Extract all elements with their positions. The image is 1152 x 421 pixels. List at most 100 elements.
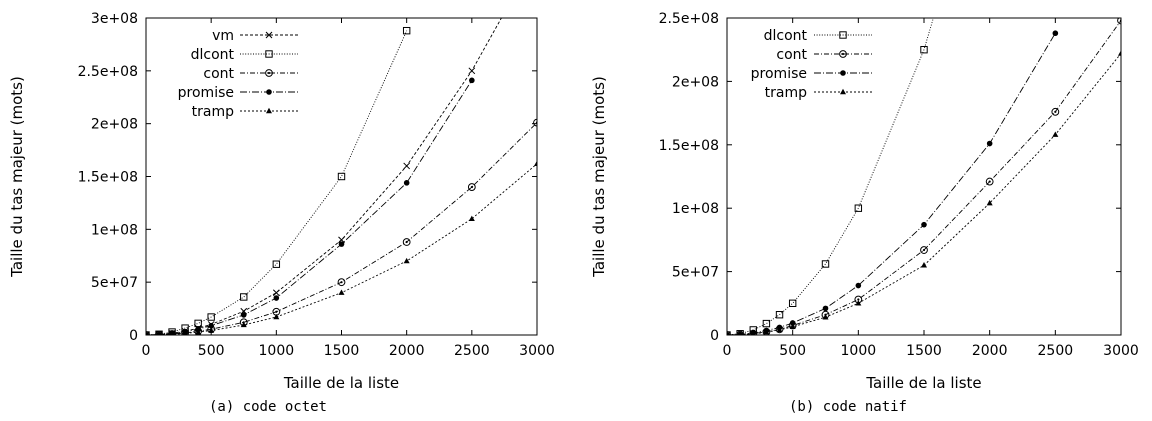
y-tick-label: 0 (710, 328, 719, 344)
data-point-tramp (855, 300, 862, 306)
data-point-tramp (986, 199, 993, 206)
data-point-tramp (182, 330, 188, 335)
y-tick-label: 2e+08 (91, 117, 138, 133)
data-point-vm (468, 67, 476, 75)
x-tick-label: 0 (142, 343, 151, 359)
plot-area (727, 18, 1121, 335)
legend-label-tramp: tramp (192, 104, 234, 120)
legend-marker-dlcont (839, 31, 847, 39)
data-point-dlcont (337, 172, 346, 181)
data-point-promise (822, 305, 829, 312)
x-axis-label: Taille de la liste (283, 374, 399, 392)
data-point-dlcont (854, 204, 863, 212)
data-point-vm (146, 331, 150, 335)
data-point-promise (986, 140, 993, 147)
legend-label-dlcont: dlcont (764, 28, 808, 44)
y-tick-label: 1.5e+08 (78, 170, 138, 186)
x-tick-label: 0 (723, 343, 732, 359)
data-point-tramp (750, 330, 756, 335)
data-point-cont (402, 238, 411, 246)
data-point-promise (921, 221, 927, 228)
legend-marker-vm (265, 31, 273, 39)
data-point-promise (855, 282, 862, 289)
x-tick-label: 3000 (1103, 343, 1139, 359)
y-tick-label: 2.5e+08 (659, 11, 719, 27)
series-line-tramp (727, 53, 1121, 335)
y-tick-label: 1.5e+08 (659, 138, 719, 154)
legend-marker-cont (265, 69, 273, 77)
legend-label-cont: cont (776, 47, 807, 63)
x-tick-label: 500 (198, 343, 225, 359)
data-point-promise (789, 320, 796, 326)
x-tick-label: 500 (779, 343, 806, 359)
chart-natif: 0 500 1000 1500 2000 2500 3000 0 5e+07 1e+08 1.5e+… (590, 11, 1139, 415)
data-point-promise (338, 241, 345, 247)
data-point-tramp (534, 160, 537, 167)
data-point-tramp (822, 314, 829, 320)
data-point-tramp (776, 326, 783, 333)
y-tick-label: 3e+08 (91, 11, 138, 27)
chart-caption: (b) code natif (789, 399, 907, 415)
data-point-dlcont (920, 46, 928, 54)
y-axis-label: Taille du tas majeur (mots) (590, 76, 608, 278)
x-tick-label: 1000 (259, 343, 295, 359)
data-point-tramp (789, 323, 796, 329)
data-point-cont (467, 183, 476, 191)
data-point-tramp (738, 331, 743, 335)
x-tick-label: 3000 (519, 343, 555, 359)
y-tick-label: 5e+07 (91, 275, 138, 291)
legend-label-tramp: tramp (765, 85, 807, 101)
data-point-dlcont (762, 319, 771, 328)
data-point-cont (337, 278, 346, 287)
data-point-tramp (157, 331, 161, 335)
data-point-promise (273, 295, 280, 301)
data-point-tramp (273, 313, 280, 320)
legend-marker-tramp (840, 88, 846, 95)
data-point-cont (920, 246, 928, 254)
data-point-dlcont (788, 299, 797, 308)
x-tick-label: 1500 (906, 343, 942, 359)
y-tick-label: 2e+08 (672, 74, 719, 90)
data-point-dlcont (402, 26, 411, 35)
data-point-dlcont (775, 311, 784, 319)
legend-label-promise: promise (751, 66, 807, 82)
data-point-tramp (921, 262, 927, 268)
data-point-tramp (169, 331, 175, 335)
x-tick-label: 1000 (841, 343, 877, 359)
data-point-tramp (763, 329, 770, 335)
data-point-tramp (1118, 50, 1121, 56)
data-point-promise (208, 322, 214, 329)
data-point-tramp (727, 331, 729, 335)
series-line-dlcont (146, 30, 408, 335)
chart-caption: (a) code octet (209, 399, 327, 415)
series-line-vm (146, 18, 502, 335)
data-point-tramp (338, 289, 345, 295)
plot-area (146, 18, 537, 335)
data-point-tramp (468, 215, 475, 221)
x-axis-label: Taille de la liste (865, 374, 981, 392)
y-tick-label: 1e+08 (672, 201, 719, 217)
data-point-dlcont (272, 260, 281, 268)
x-tick-label: 2500 (454, 343, 490, 359)
data-point-cont (1117, 18, 1121, 25)
legend-label-vm: vm (212, 28, 234, 44)
legend-marker-promise (840, 70, 846, 76)
data-point-vm (403, 162, 411, 170)
series-line-tramp (146, 163, 537, 335)
x-tick-label: 2000 (972, 343, 1008, 359)
data-point-vm (272, 289, 280, 297)
data-point-cont (533, 118, 537, 127)
y-tick-label: 5e+07 (672, 265, 719, 281)
data-point-vm (338, 236, 345, 244)
data-point-dlcont (207, 313, 215, 321)
data-point-promise (240, 312, 247, 318)
legend-label-dlcont: dlcont (191, 47, 235, 63)
data-point-promise (1052, 30, 1059, 37)
y-tick-label: 2.5e+08 (78, 64, 138, 80)
y-tick-label: 0 (129, 328, 138, 344)
chart-octet: 0 500 1000 1500 2000 2500 3000 0 5e+07 1e+08 1.5e+… (8, 11, 555, 415)
series-line-promise (727, 32, 1056, 335)
y-axis-label: Taille du tas majeur (mots) (8, 76, 26, 278)
series-line-cont (146, 122, 537, 335)
